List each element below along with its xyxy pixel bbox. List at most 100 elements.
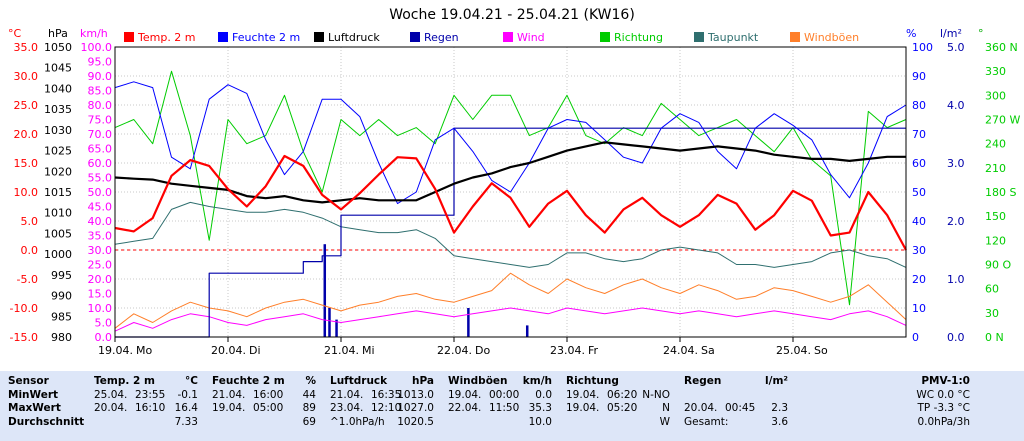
rain-bar [323, 244, 327, 337]
temp-unit-label: °C [185, 375, 198, 387]
pressure-tick-label: 1045 [44, 62, 72, 75]
day-name-label: Do [475, 344, 490, 357]
temp-tick-label: 35.0 [14, 41, 39, 54]
rain-tick-label: 1.0 [947, 273, 965, 286]
temp-tick-label: 30.0 [14, 70, 39, 83]
stats-col-rain: Regen l/m² 20.04. 00:45 2.3 Gesamt: 3.6 [684, 375, 788, 429]
gust-min-time: 00:00 [489, 388, 520, 401]
legend-swatch-humidity [218, 32, 228, 42]
gust-avg-value: 10.0 [528, 415, 552, 428]
wind-tick-label: 10.0 [88, 302, 113, 315]
direction-max-value: N [662, 402, 670, 414]
direction-tick-label: 0 N [985, 331, 1004, 344]
temp-tick-label: 25.0 [14, 99, 39, 112]
pressure-tick-label: 1005 [44, 227, 72, 240]
pressure-title: Luftdruck [330, 375, 388, 387]
rain-bars [323, 244, 529, 337]
legend-label-gust: Windböen [804, 31, 859, 44]
stats-label-max: MaxWert [8, 402, 61, 414]
rain-tick-label: 2.0 [947, 215, 965, 228]
gust-max-date: 22.04. [448, 402, 482, 414]
stats-header-sensor: Sensor [8, 375, 49, 387]
pressure-avg-value: 1020.5 [397, 415, 434, 428]
humidity-tick-label: 50 [912, 186, 926, 199]
legend-swatch-direction [600, 32, 610, 42]
plot-frame [114, 46, 907, 338]
pmv-wc: WC 0.0 °C [916, 388, 970, 401]
direction-tick-label: 150 [985, 210, 1006, 223]
stats-col-pressure: Luftdruck hPa 21.04. 16:35 1013.0 23.04. 12:… [330, 375, 434, 429]
legend: Temp. 2 m Feuchte 2 m Luftdruck Regen Wind Ri… [124, 31, 859, 44]
wind-unit: km/h [80, 27, 108, 40]
wind-tick-label: 5.0 [95, 317, 113, 330]
pressure-tick-label: 1015 [44, 186, 72, 199]
rain-unit: l/m² [940, 27, 962, 40]
humidity-tick-label: 0 [912, 331, 919, 344]
pressure-min-value: 1013.0 [397, 388, 434, 401]
chart-title: Woche 19.04.21 - 25.04.21 (KW16) [389, 7, 635, 23]
wind-tick-label: 40.0 [88, 215, 113, 228]
series-line-wind [114, 307, 907, 332]
rain-max-date: 20.04. [684, 402, 718, 414]
direction-avg-value: W [659, 415, 670, 428]
day-name-label: Fr [588, 344, 599, 357]
legend-label-dew: Taupunkt [707, 31, 759, 44]
humidity-max-time: 05:00 [253, 402, 284, 414]
temp-tick-label: 5.0 [21, 215, 39, 228]
humidity-unit-label: % [305, 375, 316, 387]
gust-unit-label: km/h [522, 375, 552, 387]
humidity-tick-label: 10 [912, 302, 926, 315]
rain-bar [328, 308, 331, 337]
direction-tick-label: 360 N [985, 41, 1018, 54]
humidity-min-date: 21.04. [212, 388, 246, 401]
rain-tick-label: 5.0 [947, 41, 965, 54]
temp-min-date: 25.04. [94, 388, 128, 401]
series-line-gust [114, 272, 907, 329]
direction-unit: ° [978, 27, 984, 40]
rain-tick-label: 4.0 [947, 99, 965, 112]
humidity-tick-label: 20 [912, 273, 926, 286]
wind-tick-label: 15.0 [88, 288, 113, 301]
temp-min-value: -0.1 [177, 388, 199, 401]
humidity-avg-value: 69 [302, 415, 316, 428]
gust-min-value: 0.0 [535, 388, 552, 401]
wind-tick-label: 50.0 [88, 186, 113, 199]
humidity-min-time: 16:00 [253, 388, 284, 401]
wind-tick-label: 35.0 [88, 230, 113, 243]
pressure-max-date: 23.04. [330, 402, 364, 414]
wind-tick-label: 90.0 [88, 70, 113, 83]
direction-tick-label: 180 S [985, 186, 1016, 199]
wind-tick-label: 25.0 [88, 259, 113, 272]
pressure-trend: ^1.0hPa/h [330, 415, 385, 428]
rain-bar [467, 308, 470, 337]
humidity-max-value: 89 [302, 402, 316, 414]
direction-max-date: 19.04. [566, 402, 600, 414]
pressure-tick-label: 995 [51, 269, 72, 282]
temp-tick-label: -15.0 [10, 331, 38, 344]
humidity-tick-label: 90 [912, 70, 926, 83]
gust-max-value: 35.3 [528, 402, 552, 414]
humidity-tick-label: 60 [912, 157, 926, 170]
direction-min-date: 19.04. [566, 388, 600, 401]
pressure-tick-label: 1000 [44, 248, 72, 261]
legend-swatch-rain [410, 32, 420, 42]
pmv-rate: 0.0hPa/3h [917, 415, 970, 428]
rain-tick-label: 0.0 [947, 331, 965, 344]
pressure-tick-label: 1035 [44, 103, 72, 116]
day-date-label: 21.04. [324, 344, 359, 357]
rain-tick-label: 3.0 [947, 157, 965, 170]
direction-min-value: N-NO [642, 388, 670, 401]
pressure-unit: hPa [48, 27, 68, 40]
wind-tick-label: 95.0 [88, 56, 113, 69]
day-date-label: 25.04. [776, 344, 811, 357]
legend-swatch-gust [790, 32, 800, 42]
temp-unit: °C [8, 27, 22, 40]
day-labels: 19.04. Mo 20.04. Di 21.04. Mi 22.04. Do 23.04. Fr… [98, 337, 828, 357]
gust-max-time: 11:50 [489, 402, 520, 414]
pressure-unit-label: hPa [412, 375, 434, 387]
pmv-tp: TP -3.3 °C [917, 402, 971, 414]
stats-col-labels: Sensor MinWert MaxWert Durchschnitt [8, 375, 88, 429]
direction-tick-label: 240 [985, 138, 1006, 151]
pressure-tick-label: 1025 [44, 145, 72, 158]
